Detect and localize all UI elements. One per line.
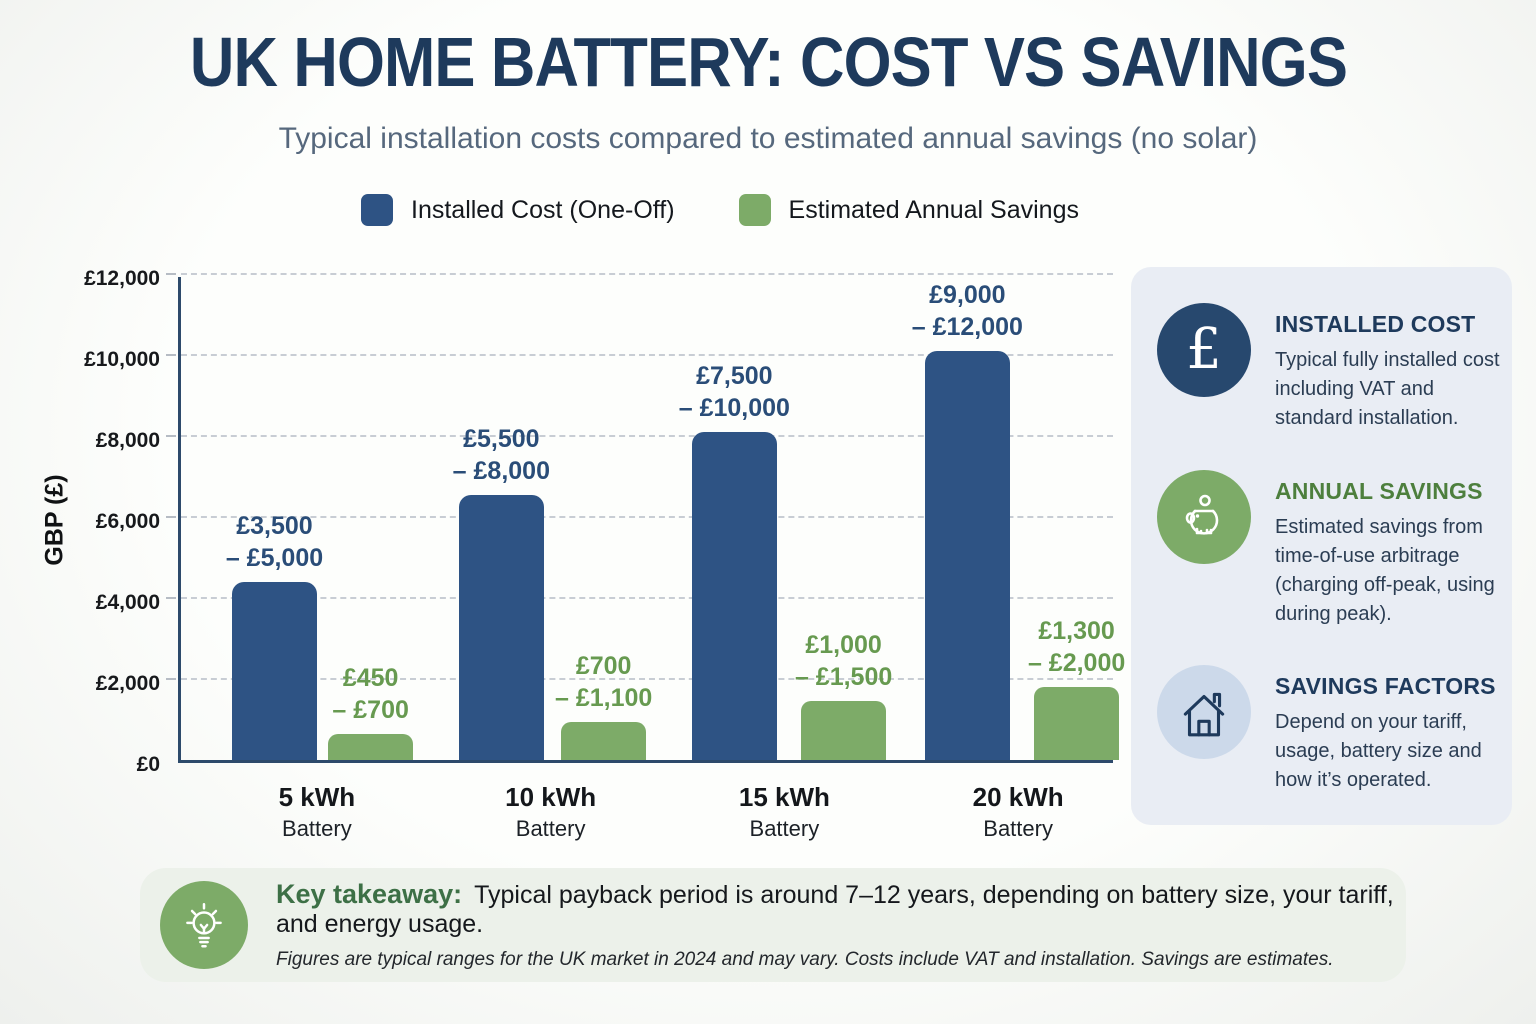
y-axis-ticks: £0 £2,000 £4,000 £6,000 £8,000 £10,000 £…: [0, 267, 164, 776]
installed-cost-bar: [458, 495, 544, 760]
installed-cost-bar: [691, 432, 777, 760]
annual-savings-bar: [561, 722, 647, 760]
y-tick: £4,000: [95, 591, 160, 614]
takeaway-text: Typical payback period is around 7–12 ye…: [276, 881, 1394, 938]
x-category-label: 15 kWh Battery: [738, 782, 830, 841]
page-title: UK HOME BATTERY: COST VS SAVINGS: [189, 23, 1347, 101]
y-tick: £0: [136, 753, 160, 776]
pound-icon: £: [1157, 303, 1251, 397]
info-body: Typical fully installed cost including V…: [1275, 349, 1500, 429]
info-item-savings-factors: SAVINGS FACTORS Depend on your tariff, u…: [1157, 665, 1495, 795]
info-title: INSTALLED COST: [1275, 311, 1476, 337]
legend-label: Installed Cost (One-Off): [411, 195, 675, 224]
installed-cost-swatch-icon: [361, 194, 393, 226]
lightbulb-icon: [160, 881, 248, 969]
annual-savings-bar: [801, 701, 887, 760]
bar-groups: £3,500 – £5,000 £450 – £700: [203, 277, 1135, 760]
info-item-installed-cost: £ INSTALLED COST Typical fully installed…: [1157, 303, 1500, 433]
gridline: [166, 516, 1113, 518]
savings-range-label: £450 – £700: [332, 664, 409, 724]
info-body: Depend on your tariff, usage, battery si…: [1275, 711, 1482, 791]
y-tick: £6,000: [95, 510, 160, 533]
info-title: SAVINGS FACTORS: [1275, 673, 1496, 699]
takeaway-label: Key takeaway:: [276, 879, 463, 909]
bar-group-15kwh: £7,500 – £10,000 £1,000 – £1,500: [669, 277, 902, 760]
piggy-bank-icon: [1157, 469, 1251, 564]
info-body: Estimated savings from time-of-use arbit…: [1275, 515, 1495, 625]
y-tick: £8,000: [95, 429, 160, 452]
bar-group-10kwh: £5,500 – £8,000 £700 – £1,100: [436, 277, 669, 760]
legend-item-installed-cost: Installed Cost (One-Off): [361, 194, 675, 226]
cost-range-label: £3,500 – £5,000: [225, 512, 324, 572]
x-category-label: 10 kWh Battery: [505, 782, 597, 841]
annual-savings-swatch-icon: [738, 194, 771, 226]
y-tick: £10,000: [84, 348, 160, 371]
gridline: [166, 435, 1113, 437]
gridline: [166, 597, 1113, 599]
info-panel: £ INSTALLED COST Typical fully installed…: [1131, 267, 1512, 825]
installed-cost-bar: [231, 582, 317, 760]
gridline: [166, 273, 1113, 275]
gridline: [166, 354, 1113, 356]
x-category-label: 20 kWh Battery: [972, 782, 1064, 841]
bar-group-5kwh: £3,500 – £5,000 £450 – £700: [203, 277, 436, 760]
info-title: ANNUAL SAVINGS: [1275, 477, 1483, 504]
cost-range-label: £5,500 – £8,000: [452, 425, 550, 485]
chart-plot-area: £3,500 – £5,000 £450 – £700: [166, 273, 1125, 763]
bar-group-20kwh: £9,000 – £12,000 £1,300 – £2,000: [902, 277, 1135, 760]
page-subtitle: Typical installation costs compared to e…: [278, 122, 1258, 155]
cost-range-label: £9,000 – £12,000: [911, 281, 1023, 341]
installed-cost-bar: [924, 351, 1010, 760]
savings-range-label: £700 – £1,100: [555, 652, 653, 712]
takeaway-panel: Key takeaway: Typical payback period is a…: [140, 868, 1406, 982]
house-icon: [1157, 665, 1251, 759]
legend-item-annual-savings: Estimated Annual Savings: [738, 194, 1079, 226]
savings-range-label: £1,000 – £1,500: [794, 631, 893, 691]
x-category-label: 5 kWh Battery: [278, 782, 356, 841]
savings-range-label: £1,300 – £2,000: [1027, 617, 1126, 677]
info-item-annual-savings: ANNUAL SAVINGS Estimated savings from ti…: [1157, 469, 1495, 629]
x-axis-labels: 5 kWh Battery 10 kWh Battery 15 kWh Batt…: [200, 782, 1135, 842]
gridline: [166, 678, 1113, 680]
y-tick: £2,000: [95, 672, 160, 695]
chart-legend: Installed Cost (One-Off) Estimated Annua…: [0, 194, 1440, 226]
cost-range-label: £7,500 – £10,000: [678, 362, 790, 422]
annual-savings-bar: [1034, 687, 1120, 760]
annual-savings-bar: [328, 734, 414, 760]
y-tick: £12,000: [84, 267, 160, 290]
takeaway-footnote: Figures are typical ranges for the UK ma…: [276, 949, 1334, 970]
legend-label: Estimated Annual Savings: [788, 195, 1079, 224]
takeaway-line: Key takeaway: Typical payback period is a…: [276, 879, 1406, 939]
